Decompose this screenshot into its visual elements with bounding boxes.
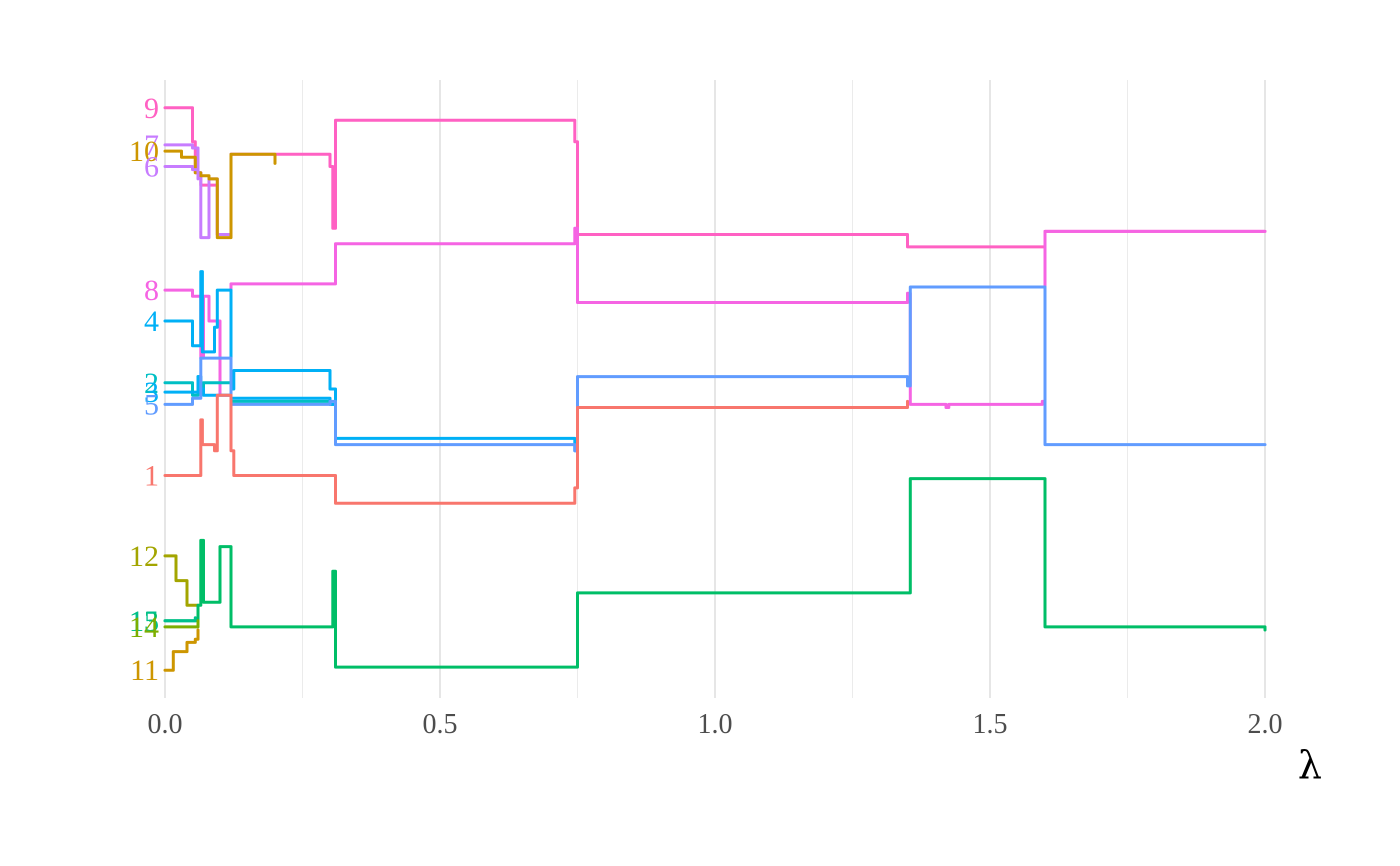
series-label-9: 9 bbox=[144, 92, 159, 125]
series-label-15: 15 bbox=[129, 605, 159, 638]
series-label-5: 5 bbox=[144, 388, 159, 421]
series-label-1: 1 bbox=[144, 460, 159, 493]
series-label-4: 4 bbox=[144, 305, 159, 338]
series-label-10: 10 bbox=[129, 135, 159, 168]
series-line-11 bbox=[163, 628, 200, 672]
series-label-6: 6 bbox=[144, 151, 159, 184]
x-axis-tick-labels: 0.0 0.5 1.0 1.5 2.0 bbox=[148, 709, 1283, 740]
x-tick-label: 2.0 bbox=[1248, 709, 1283, 740]
series-line-10 bbox=[163, 149, 277, 240]
series-line-13 bbox=[163, 477, 1267, 669]
series-label-7: 7 bbox=[144, 129, 159, 162]
x-axis-title: λ bbox=[1298, 743, 1322, 787]
series-line-6 bbox=[163, 165, 200, 181]
series-line-5 bbox=[163, 285, 1267, 453]
series-line-15 bbox=[163, 616, 197, 623]
series-label-12: 12 bbox=[129, 540, 159, 573]
series-label-11: 11 bbox=[130, 654, 159, 687]
series-line-14 bbox=[163, 619, 200, 629]
series-line-1 bbox=[163, 393, 909, 505]
series-label-3: 3 bbox=[144, 376, 159, 409]
series-line-4 bbox=[163, 270, 579, 453]
series-lines bbox=[163, 106, 1267, 672]
series-label-13: 13 bbox=[129, 605, 159, 638]
series-label-2: 2 bbox=[144, 367, 159, 400]
series-line-12 bbox=[163, 554, 200, 617]
x-tick-label: 1.0 bbox=[698, 709, 733, 740]
x-tick-label: 1.5 bbox=[973, 709, 1008, 740]
x-tick-label: 0.0 bbox=[148, 709, 183, 740]
series-label-8: 8 bbox=[144, 274, 159, 307]
series-line-7 bbox=[163, 143, 233, 240]
series-label-14: 14 bbox=[129, 611, 159, 644]
x-tick-label: 0.5 bbox=[423, 709, 458, 740]
